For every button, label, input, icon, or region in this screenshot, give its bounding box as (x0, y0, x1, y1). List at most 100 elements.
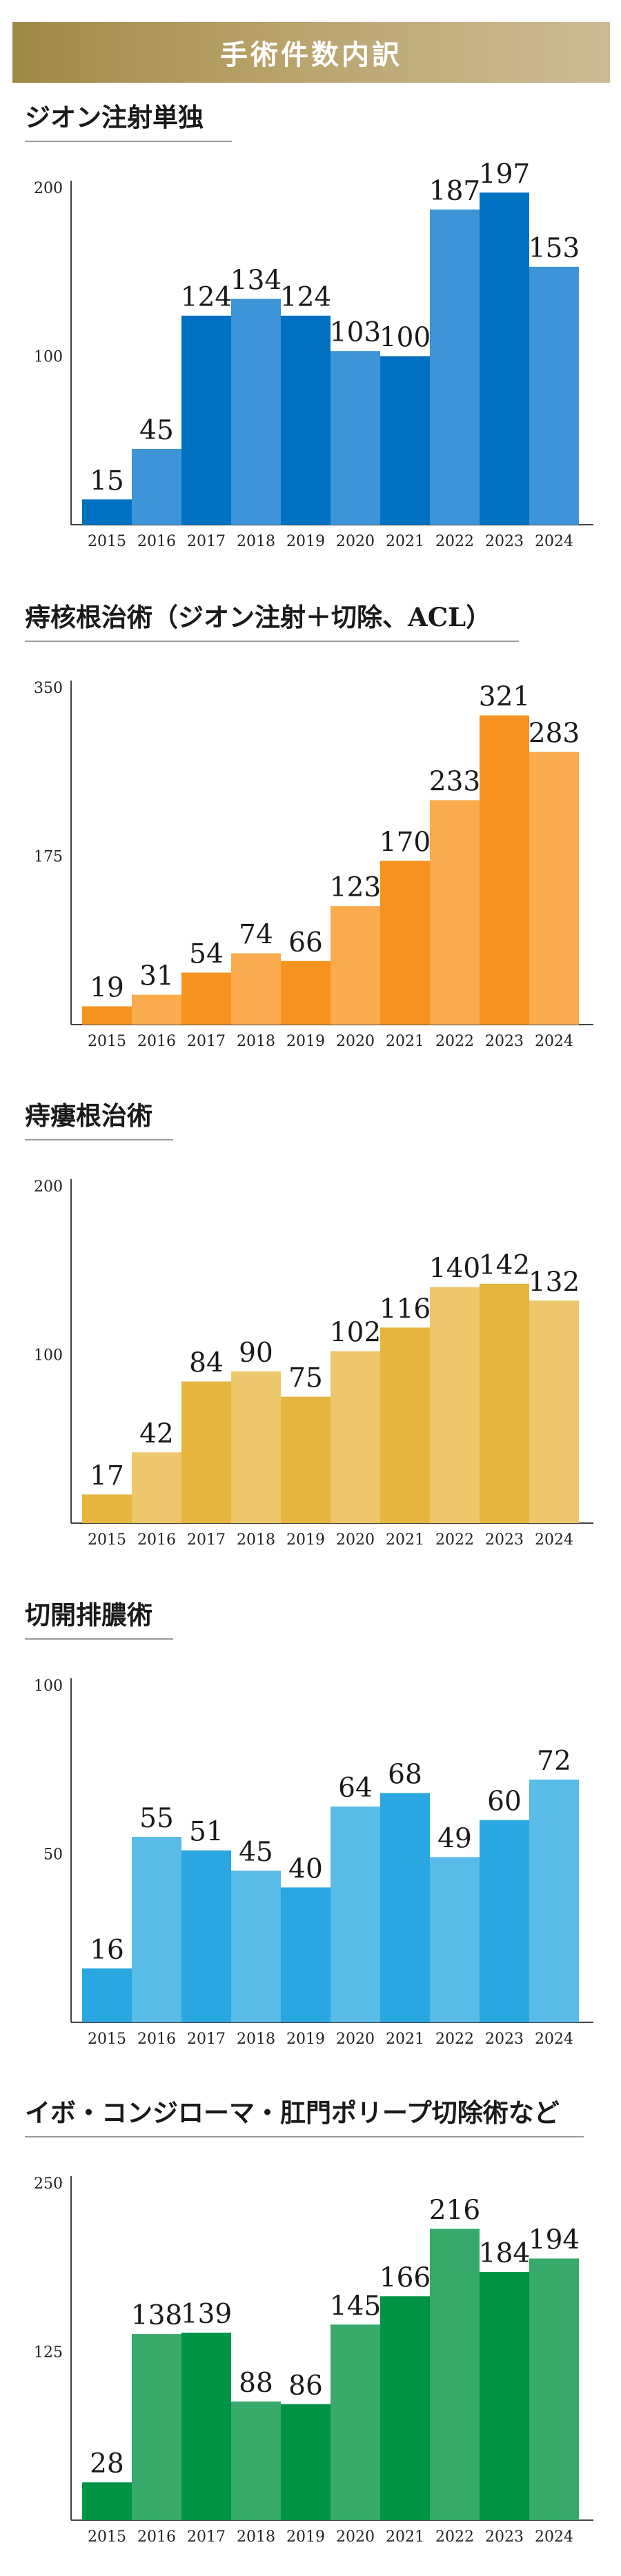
data-label: 170 (379, 827, 431, 858)
data-label: 68 (388, 1759, 422, 1790)
data-label: 54 (189, 939, 224, 970)
bar (82, 2482, 132, 2520)
bar (529, 1779, 579, 2022)
header-banner: 手術件数内訳 (12, 22, 610, 83)
y-tick-label: 50 (43, 1847, 63, 1864)
bar (331, 1807, 380, 2022)
y-tick-label: 200 (34, 180, 63, 197)
x-tick-label: 2023 (485, 1531, 524, 1549)
data-label: 283 (529, 718, 580, 749)
x-tick-label: 2016 (137, 2528, 176, 2546)
title-underline (25, 641, 519, 642)
data-label: 28 (90, 2448, 124, 2479)
x-tick-label: 2024 (535, 1531, 573, 1549)
bar (380, 861, 430, 1025)
bar (82, 1006, 132, 1025)
data-label: 124 (181, 282, 232, 313)
y-tick-label: 175 (34, 849, 63, 866)
x-tick-label: 2022 (435, 533, 474, 550)
bar (181, 2333, 231, 2520)
x-tick-label: 2023 (485, 2528, 524, 2546)
x-tick-label: 2015 (88, 1531, 126, 1549)
data-label: 140 (429, 1254, 480, 1285)
x-tick-label: 2023 (485, 2031, 524, 2048)
data-label: 116 (379, 1294, 431, 1325)
x-tick-label: 2018 (237, 533, 275, 550)
bar (430, 1857, 480, 2022)
x-tick-label: 2016 (137, 1033, 176, 1050)
data-label: 16 (90, 1935, 124, 1966)
data-label: 66 (288, 927, 323, 958)
x-tick-label: 2020 (336, 2031, 375, 2048)
chart-title: ジオン注射単独 (25, 102, 204, 132)
y-tick-label: 125 (34, 2344, 63, 2362)
bar (380, 356, 430, 525)
bar (380, 1327, 430, 1523)
bar (480, 1283, 529, 1523)
data-label: 103 (330, 317, 381, 348)
x-tick-label: 2020 (336, 2528, 375, 2546)
x-tick-label: 2016 (137, 1531, 176, 1549)
bar-chart-5: 125 250 28 2015 138 2016 139 2017 88 2018 86 2019 14… (34, 2175, 593, 2546)
data-label: 55 (139, 1803, 174, 1834)
bar (281, 2404, 331, 2520)
bar (132, 1452, 181, 1523)
data-label: 233 (429, 766, 480, 797)
bar (430, 209, 480, 525)
bar (380, 2296, 430, 2520)
x-tick-label: 2017 (187, 533, 226, 550)
bar (82, 1494, 132, 1523)
bar (181, 1381, 231, 1523)
bar (430, 800, 480, 1025)
bar (430, 2228, 480, 2520)
data-label: 45 (139, 415, 174, 446)
x-tick-label: 2024 (535, 533, 573, 550)
x-tick-label: 2018 (237, 2528, 275, 2546)
bar (82, 499, 132, 525)
bar (231, 1371, 281, 1523)
data-label: 138 (131, 2300, 182, 2331)
data-label: 184 (479, 2238, 530, 2269)
bar (480, 192, 529, 525)
data-label: 197 (479, 159, 530, 190)
data-label: 100 (379, 323, 431, 354)
bar (281, 1396, 331, 1523)
bar-chart-4: 50 100 16 2015 55 2016 51 2017 45 2018 40 2019 64 202… (34, 1678, 593, 2048)
data-label: 75 (288, 1363, 323, 1394)
data-label: 19 (90, 972, 124, 1003)
data-label: 132 (529, 1267, 580, 1298)
x-tick-label: 2015 (88, 1033, 126, 1050)
bar (380, 1793, 430, 2022)
chart-title: イボ・コンジローマ・肛門ポリープ切除術など (25, 2097, 560, 2128)
bar (132, 1837, 181, 2022)
x-tick-label: 2020 (336, 533, 375, 550)
data-label: 49 (437, 1823, 472, 1854)
x-tick-label: 2018 (237, 1033, 275, 1050)
data-label: 124 (280, 282, 331, 313)
data-label: 51 (189, 1817, 224, 1848)
bar (231, 953, 281, 1025)
x-tick-label: 2017 (187, 1531, 226, 1549)
bar (231, 1870, 281, 2022)
bar (82, 1968, 132, 2022)
bar (231, 299, 281, 525)
bar (331, 2324, 380, 2520)
x-tick-label: 2021 (386, 1531, 424, 1549)
bar (281, 1887, 331, 2022)
x-tick-label: 2020 (336, 1033, 375, 1050)
x-tick-label: 2016 (137, 533, 176, 550)
data-label: 31 (139, 961, 174, 992)
data-label: 102 (330, 1318, 381, 1349)
bar (231, 2401, 281, 2520)
x-tick-label: 2023 (485, 1033, 524, 1050)
x-tick-label: 2019 (286, 1033, 325, 1050)
data-label: 88 (239, 2368, 273, 2399)
x-tick-label: 2015 (88, 533, 126, 550)
x-tick-label: 2017 (187, 2528, 226, 2546)
title-underline (25, 141, 232, 142)
data-label: 60 (487, 1787, 522, 1818)
data-label: 139 (181, 2299, 232, 2330)
bar (480, 715, 529, 1025)
x-tick-label: 2021 (386, 1033, 424, 1050)
x-tick-label: 2023 (485, 533, 524, 550)
